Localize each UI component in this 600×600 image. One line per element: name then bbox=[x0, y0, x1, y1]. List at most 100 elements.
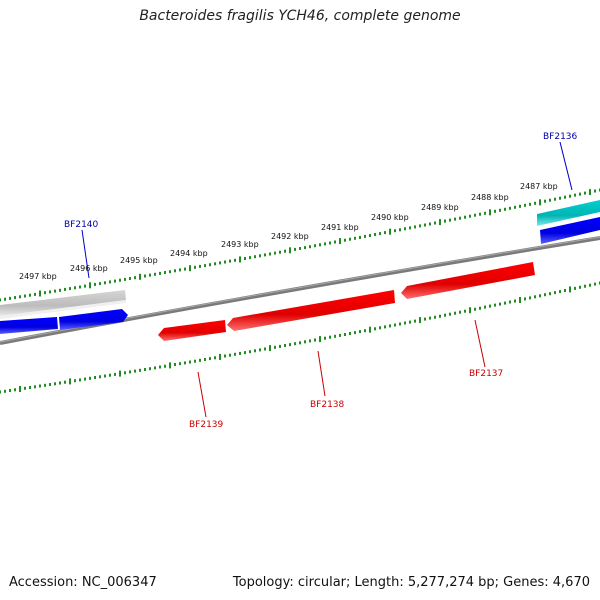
minor-tick bbox=[224, 354, 226, 358]
gene-feature-grey[interactable] bbox=[0, 290, 126, 319]
scale-labels: 2497 kbp 2496 kbp 2495 kbp 2494 kbp 2493… bbox=[19, 182, 558, 281]
scale-label: 2497 kbp bbox=[19, 272, 57, 281]
minor-tick bbox=[319, 243, 321, 247]
minor-tick bbox=[444, 313, 446, 317]
minor-tick bbox=[564, 195, 566, 199]
gene-label-BF2140[interactable]: BF2140 bbox=[64, 220, 99, 230]
gene-arrow-BF2137[interactable] bbox=[401, 262, 535, 299]
minor-tick bbox=[199, 358, 201, 362]
minor-tick bbox=[314, 338, 316, 342]
minor-tick bbox=[139, 368, 141, 372]
minor-tick bbox=[154, 366, 156, 370]
major-tick bbox=[219, 353, 221, 360]
minor-tick bbox=[504, 301, 506, 305]
major-tick bbox=[89, 282, 91, 289]
minor-tick bbox=[234, 258, 236, 262]
minor-tick bbox=[94, 376, 96, 379]
major-tick bbox=[139, 273, 141, 280]
minor-tick bbox=[184, 361, 186, 365]
minor-tick bbox=[574, 286, 576, 290]
minor-tick bbox=[204, 358, 206, 361]
minor-tick bbox=[114, 372, 116, 376]
gene-label-BF2137[interactable]: BF2137 bbox=[469, 369, 503, 379]
minor-tick bbox=[269, 252, 271, 256]
minor-tick bbox=[499, 302, 501, 306]
minor-tick bbox=[194, 265, 196, 269]
minor-tick bbox=[104, 281, 106, 285]
minor-tick bbox=[364, 234, 366, 238]
minor-tick bbox=[284, 249, 286, 253]
minor-tick bbox=[484, 211, 486, 215]
minor-tick bbox=[464, 215, 466, 219]
minor-tick bbox=[164, 364, 166, 368]
gene-arrow-BF2139[interactable] bbox=[158, 320, 226, 341]
gene-arrow-BF2136[interactable] bbox=[540, 217, 600, 244]
minor-tick bbox=[359, 330, 361, 334]
major-tick bbox=[569, 286, 571, 293]
major-tick bbox=[19, 386, 21, 392]
gene-feature-cyan[interactable] bbox=[537, 200, 600, 226]
minor-tick bbox=[444, 219, 446, 223]
leader-line-BF2137 bbox=[474, 319, 486, 368]
minor-tick bbox=[379, 232, 381, 236]
minor-tick bbox=[504, 207, 506, 211]
accession-text: Accession: NC_006347 bbox=[9, 575, 157, 590]
minor-tick bbox=[0, 390, 1, 394]
scale-label: 2492 kbp bbox=[271, 232, 309, 241]
minor-tick bbox=[24, 386, 26, 390]
gene-arrow-BF2140[interactable] bbox=[59, 309, 128, 330]
minor-tick bbox=[339, 333, 341, 337]
minor-tick bbox=[279, 344, 281, 348]
minor-tick bbox=[149, 273, 151, 277]
minor-tick bbox=[579, 192, 581, 196]
minor-tick bbox=[419, 224, 421, 228]
minor-tick bbox=[49, 290, 51, 294]
minor-tick bbox=[174, 269, 176, 273]
minor-tick bbox=[29, 293, 31, 297]
minor-tick bbox=[134, 276, 136, 280]
minor-tick bbox=[99, 282, 101, 286]
major-tick bbox=[469, 307, 471, 314]
minor-tick bbox=[594, 282, 596, 286]
minor-tick bbox=[424, 317, 426, 321]
major-tick bbox=[319, 336, 321, 343]
minor-tick bbox=[204, 264, 206, 268]
gene-label-BF2138[interactable]: BF2138 bbox=[310, 400, 345, 410]
minor-tick bbox=[499, 208, 501, 212]
minor-tick bbox=[174, 363, 176, 366]
minor-tick bbox=[394, 323, 396, 327]
gene-label-BF2139[interactable]: BF2139 bbox=[189, 420, 224, 430]
gene-arrow-forward[interactable] bbox=[0, 317, 58, 334]
minor-tick bbox=[89, 376, 91, 380]
minor-tick bbox=[44, 291, 46, 295]
minor-tick bbox=[4, 389, 6, 393]
scale-label: 2494 kbp bbox=[170, 249, 208, 258]
minor-tick bbox=[324, 242, 326, 246]
major-tick bbox=[419, 317, 421, 324]
minor-tick bbox=[574, 193, 576, 197]
minor-tick bbox=[389, 324, 391, 328]
minor-tick bbox=[4, 297, 6, 301]
minor-tick bbox=[379, 326, 381, 330]
minor-tick bbox=[524, 297, 526, 301]
minor-tick bbox=[94, 282, 96, 286]
gene-arrow-BF2138[interactable] bbox=[227, 290, 395, 331]
minor-tick bbox=[254, 349, 256, 353]
major-tick bbox=[169, 362, 171, 369]
minor-tick bbox=[434, 221, 436, 225]
minor-tick bbox=[494, 209, 496, 213]
gene-label-BF2136[interactable]: BF2136 bbox=[543, 132, 578, 142]
minor-tick bbox=[589, 283, 591, 287]
minor-tick bbox=[264, 253, 266, 257]
minor-tick bbox=[344, 333, 346, 336]
leader-line-BF2139 bbox=[197, 371, 207, 418]
minor-tick bbox=[304, 340, 306, 344]
minor-tick bbox=[519, 204, 521, 208]
minor-tick bbox=[109, 373, 111, 377]
minor-tick bbox=[584, 284, 586, 288]
major-tick bbox=[369, 326, 371, 333]
minor-tick bbox=[329, 241, 331, 245]
minor-tick bbox=[114, 279, 116, 283]
minor-tick bbox=[494, 303, 496, 307]
